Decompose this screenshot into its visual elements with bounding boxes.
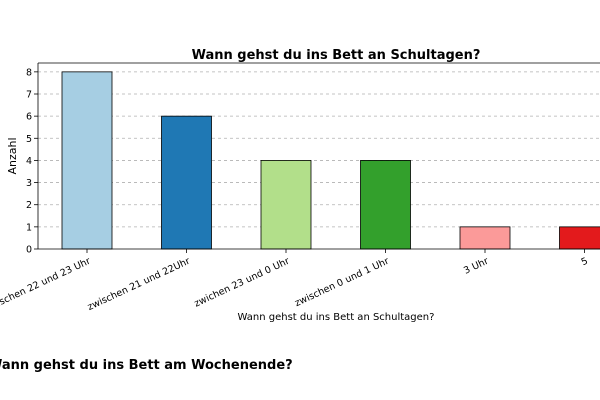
- y-tick-label: 4: [26, 156, 32, 167]
- y-tick-label: 1: [26, 222, 32, 233]
- section-heading: Wann gehst du ins Bett am Wochenende?: [0, 358, 293, 373]
- x-tick-label: zwischen 0 und 1 Uhr: [293, 256, 391, 309]
- x-tick-label: zwischen 22 und 23 Uhr: [0, 256, 92, 314]
- grid-lines: [38, 71, 600, 228]
- y-tick-label: 7: [26, 90, 32, 101]
- y-tick-label: 8: [26, 67, 32, 78]
- y-tick-label: 6: [26, 112, 32, 123]
- bar: [260, 160, 312, 250]
- y-tick-label: 0: [26, 245, 32, 256]
- chart-title: Wann gehst du ins Bett an Schultagen?: [192, 48, 481, 63]
- bar: [161, 115, 212, 250]
- bar: [360, 160, 411, 250]
- x-tick-label: 5: [580, 256, 590, 269]
- bar: [61, 71, 113, 250]
- y-ticks: 0 1 2 3 4 5 6 7 8: [26, 67, 38, 256]
- x-tick-label: zwischen 21 und 22Uhr: [86, 256, 192, 313]
- y-tick-label: 5: [26, 134, 32, 145]
- bar: [459, 226, 511, 250]
- y-tick-label: 3: [26, 178, 32, 189]
- bar: [559, 226, 600, 250]
- x-tick-label: 3 Uhr: [462, 256, 490, 277]
- plot-frame: [37, 62, 600, 250]
- y-axis-label: Anzahl: [6, 137, 19, 174]
- y-tick-label: 2: [26, 200, 32, 211]
- x-tick-label: zwichen 23 und 0 Uhr: [193, 256, 292, 310]
- x-axis-label: Wann gehst du ins Bett an Schultagen?: [238, 312, 435, 323]
